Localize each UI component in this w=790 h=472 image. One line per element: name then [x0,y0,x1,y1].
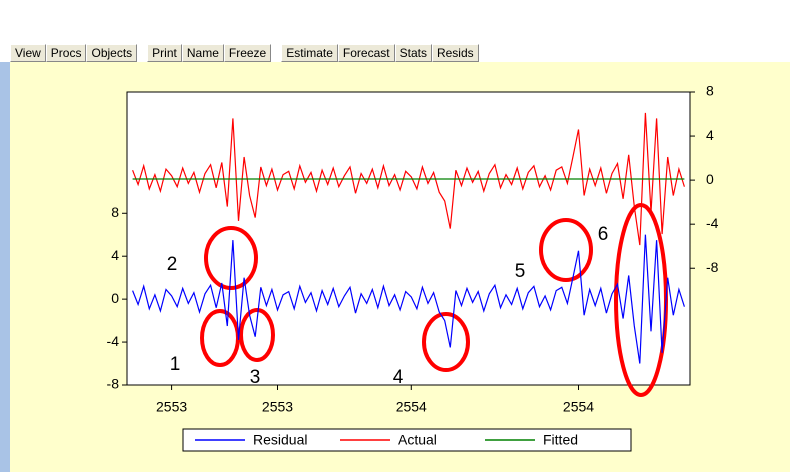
y-tick-label: -4 [107,333,120,349]
y-tick-label: 4 [111,247,119,263]
y2-tick-label: 0 [706,171,714,187]
y-tick-label: -8 [107,376,120,392]
annotation: 4 [393,367,404,388]
annotation: 5 [515,261,526,282]
legend-label: Residual [253,432,307,448]
x-tick-label: 2553 [156,399,187,415]
y2-tick-label: 8 [706,83,714,99]
x-tick-label: 2554 [563,399,594,415]
x-tick-label: 2554 [396,399,427,415]
annotation: 1 [170,354,181,375]
x-tick-label: 2553 [262,399,293,415]
y2-tick-label: -8 [706,259,719,275]
annotation: 3 [250,367,261,388]
annotation: 2 [167,254,178,275]
y2-tick-label: -4 [706,215,719,231]
legend-label: Fitted [543,432,578,448]
y-tick-label: 8 [111,204,119,220]
annotation: 6 [598,224,609,245]
screen: {"toolbar": ["View", "Procs", "Objects",… [0,0,790,472]
y2-tick-label: 4 [706,127,714,143]
legend-label: Actual [398,432,437,448]
y-tick-label: 0 [111,290,119,306]
chart: -8 -4 0 4 8 -8 -4 0 4 8 2553 2553 2554 2554 Residual Ac… [0,0,790,472]
